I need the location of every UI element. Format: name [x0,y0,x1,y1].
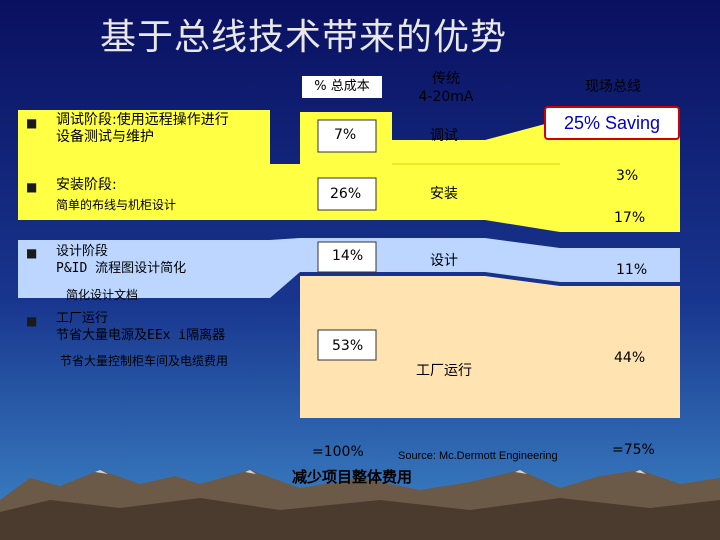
pct-design: 14% [332,248,364,264]
saving-badge: 25% Saving [544,106,680,140]
pct-box-installation [317,177,377,211]
square-bullet-icon: ■ [26,314,38,328]
bullet-sub-plant-operation: 节省大量控制柜车间及电缆费用 [60,354,229,368]
bullet-text-design: 设计阶段 P&ID 流程图设计简化 [56,244,187,276]
fieldbus-pct-installation: 17% [614,210,646,226]
bullet-sub-installation: 简单的布线与机柜设计 [56,198,177,212]
pct-plant-operation: 53% [332,338,364,354]
slide-title: 基于总线技术带来的优势 [100,17,508,58]
label-design: 设计 [430,253,458,269]
pct-box-plant [317,329,377,361]
source-note: Source: Mc.Dermott Engineering [398,450,558,462]
bullet-sub-design: 简化设计文档 [66,288,139,302]
traditional-header: 传统 4-20mA [418,71,474,105]
peach-band [300,276,680,418]
bullet-text-plant-operation: 工厂运行 节省大量电源及EEx i隔离器 [56,311,226,343]
square-bullet-icon: ■ [26,180,38,194]
fieldbus-pct-design: 11% [616,262,648,278]
label-plant-operation: 工厂运行 [416,363,472,379]
pct-installation: 26% [330,186,362,202]
footer-caption: 减少项目整体费用 [292,468,413,486]
bullet-text-installation: 安装阶段: [56,177,117,193]
square-bullet-icon: ■ [26,246,38,260]
label-installation: 安装 [430,186,458,202]
total-traditional: =100% [312,444,364,460]
bullet-text-commissioning: 调试阶段:使用远程操作进行 设备测试与维护 [56,112,229,145]
pct-box-commissioning [317,119,377,153]
square-bullet-icon: ■ [26,116,38,130]
pct-box-design [317,241,377,273]
pct-commissioning: 7% [334,127,357,143]
fieldbus-header: 现场总线 [585,79,641,95]
fieldbus-pct-commissioning: 3% [616,168,639,184]
fieldbus-pct-plant-operation: 44% [614,350,646,366]
total-fieldbus: =75% [612,442,655,458]
cost-percent-header: % 总成本 [302,76,382,98]
label-commissioning: 调试 [430,128,458,144]
